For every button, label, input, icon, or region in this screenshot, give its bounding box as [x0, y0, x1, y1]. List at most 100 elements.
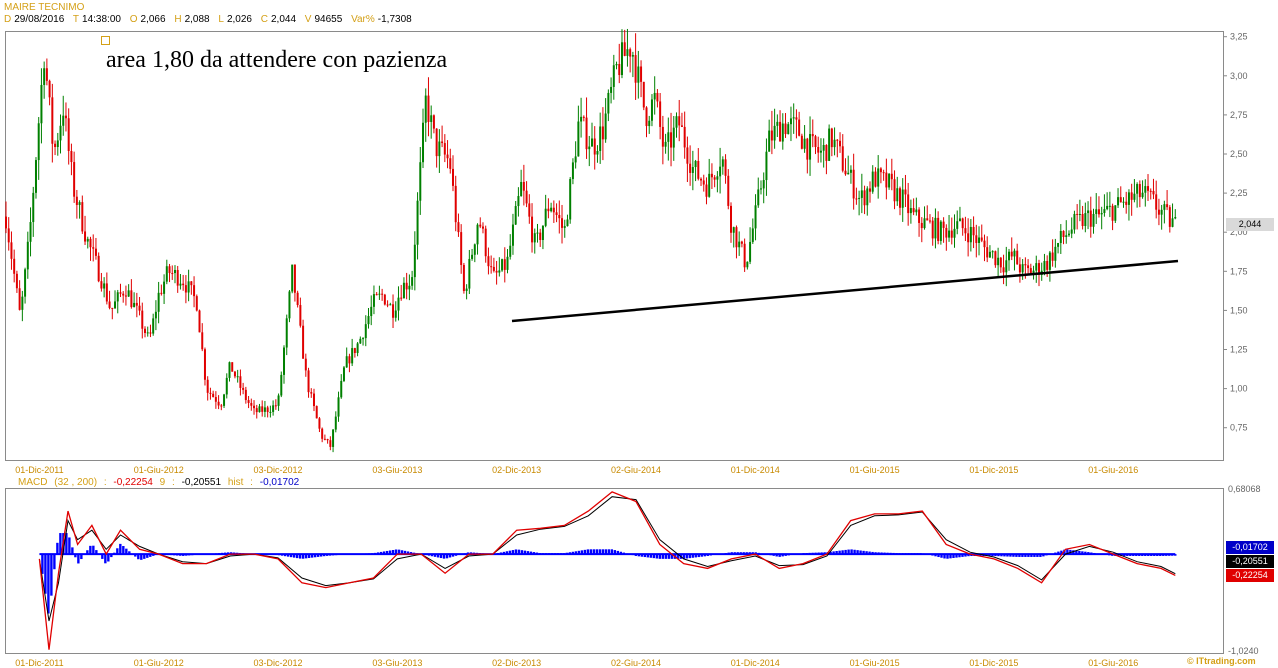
price-xtick-label: 01-Dic-2014 [731, 465, 780, 475]
price-candle-body [334, 416, 337, 430]
price-candle-body [833, 139, 836, 148]
price-candle-body [1076, 213, 1079, 215]
price-candle-body [721, 159, 724, 167]
macd-xtick-label: 01-Giu-2016 [1088, 658, 1138, 668]
price-candle-body [531, 216, 534, 243]
price-candle-body [1051, 252, 1054, 261]
price-xtick-label: 03-Giu-2013 [372, 465, 422, 475]
field-time: T 14:38:00 [72, 14, 121, 25]
price-xtick-label: 01-Dic-2015 [969, 465, 1018, 475]
price-candle-body [591, 138, 594, 147]
ohlc-row: D 29/08/2016 T 14:38:00 O 2,066 H 2,088 L 2,0… [4, 14, 1274, 26]
price-candle-body [283, 347, 286, 375]
price-candle-body [236, 376, 239, 378]
macd-ytick-label: 0,68068 [1228, 484, 1261, 494]
price-candle-body [918, 209, 921, 223]
price-ytick-label: 1,25 [1230, 345, 1248, 355]
price-ytick-label: 2,25 [1230, 188, 1248, 198]
price-candle-body [291, 264, 294, 292]
price-candle-body [59, 125, 62, 141]
price-candle-body [604, 113, 607, 140]
price-candle-body [487, 256, 490, 267]
price-candle-body [1155, 194, 1158, 210]
price-candle-body [5, 216, 7, 229]
price-candle-body [618, 64, 621, 76]
price-candle-body [342, 367, 345, 381]
price-candle-body [359, 338, 362, 344]
price-candle-body [708, 173, 711, 197]
price-candle-body [73, 162, 76, 197]
price-candle-body [195, 296, 198, 311]
price-candle-body [332, 429, 335, 447]
price-candle-body [1144, 186, 1147, 193]
price-candle-body [555, 212, 558, 216]
price-candle-body [740, 241, 743, 244]
price-candle-body [78, 202, 81, 205]
price-candle-body [561, 218, 564, 228]
price-candle-body [413, 244, 416, 278]
price-candle-body [719, 166, 722, 177]
price-candle-body [179, 283, 182, 286]
price-candle-body [863, 190, 866, 206]
price-candle-body [978, 237, 981, 243]
macd-panel[interactable] [5, 488, 1224, 654]
price-candle-body [312, 393, 315, 407]
price-candle-body [817, 146, 820, 153]
price-candle-body [972, 226, 975, 236]
price-candle-body [244, 389, 247, 401]
price-candle-body [672, 127, 675, 148]
price-candle-body [103, 283, 106, 289]
price-candle-body [511, 224, 514, 246]
price-candle-body [135, 302, 138, 306]
price-candle-body [544, 208, 547, 226]
price-candle-body [184, 285, 187, 293]
price-candle-body [675, 116, 678, 128]
price-candle-body [1067, 233, 1070, 236]
price-candle-body [1097, 209, 1100, 215]
support-trendline [511, 259, 1179, 323]
price-candle-body [520, 181, 523, 197]
price-candle-body [1073, 213, 1076, 230]
price-candle-body [558, 215, 561, 219]
price-candle-body [253, 405, 256, 409]
price-candle-body [792, 117, 795, 119]
macd-badge: -0,22254 [1226, 569, 1274, 582]
price-candle-body [877, 168, 880, 187]
price-candle-body [288, 291, 291, 319]
price-candle-body [909, 208, 912, 214]
price-candle-body [871, 171, 874, 192]
price-candle-body [1089, 210, 1092, 227]
price-candle-body [1078, 213, 1081, 215]
price-candle-body [326, 439, 329, 441]
price-candle-body [54, 143, 57, 148]
price-candle-body [473, 244, 476, 255]
price-candle-body [1087, 210, 1090, 214]
price-candle-body [400, 297, 403, 299]
price-candle-body [141, 310, 144, 329]
price-candle-body [803, 138, 806, 149]
price-candle-body [983, 240, 986, 248]
price-candle-body [612, 65, 615, 87]
price-xtick-label: 01-Giu-2015 [850, 465, 900, 475]
price-candle-body [381, 293, 384, 295]
price-xtick-label: 02-Giu-2014 [611, 465, 661, 475]
price-candle-body [397, 297, 400, 311]
price-candle-body [967, 233, 970, 243]
price-candle-body [29, 222, 32, 242]
price-candle-body [212, 393, 215, 398]
price-candle-body [351, 348, 354, 364]
price-candle-body [119, 292, 122, 294]
price-candle-body [789, 118, 792, 125]
price-candle-body [206, 379, 209, 393]
price-candle-body [582, 116, 585, 118]
price-candle-body [1160, 209, 1163, 215]
last-price-label: 2,044 [1226, 218, 1274, 231]
price-candle-body [353, 348, 356, 353]
price-candle-body [702, 180, 705, 185]
price-candle-body [517, 196, 520, 207]
annotation-marker[interactable] [101, 36, 110, 45]
price-candle-body [920, 222, 923, 229]
price-candle-body [223, 394, 226, 406]
price-ytick-label: 3,25 [1230, 32, 1248, 42]
